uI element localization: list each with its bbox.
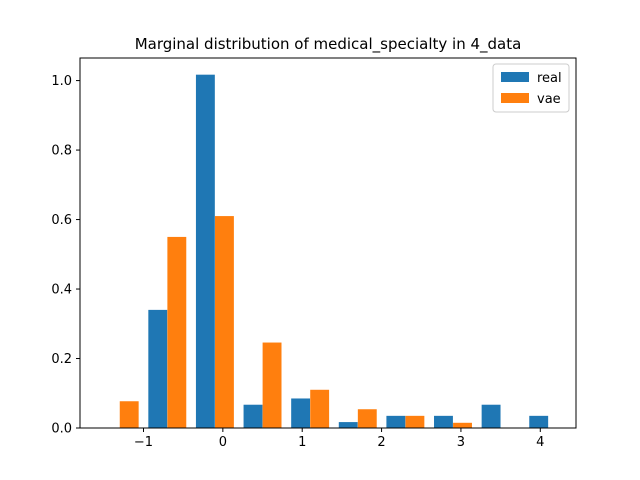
y-tick-label-3: 0.6 xyxy=(51,213,72,228)
legend-swatch-vae xyxy=(501,93,529,103)
y-tick-label-0: 0.0 xyxy=(51,422,72,437)
bar-vae-1 xyxy=(167,236,187,428)
bar-vae-3 xyxy=(262,342,282,428)
bar-real-9 xyxy=(529,415,549,428)
legend-swatch-real xyxy=(501,72,529,82)
bar-vae-7 xyxy=(453,422,472,428)
bar-real-7 xyxy=(434,415,453,428)
x-tick-label-3: 2 xyxy=(377,435,385,450)
bar-real-8 xyxy=(481,404,501,428)
y-axis: 0.0 0.2 0.4 0.6 0.8 1.0 xyxy=(51,74,80,437)
legend-label-real: real xyxy=(537,71,562,86)
bars-group xyxy=(119,74,549,429)
bar-vae-0 xyxy=(119,401,139,428)
x-axis: −1 0 1 2 3 4 xyxy=(134,428,544,450)
bar-vae-5 xyxy=(357,409,377,428)
bar-vae-6 xyxy=(405,415,425,428)
bar-vae-2 xyxy=(214,216,234,428)
bar-vae-4 xyxy=(310,389,330,428)
legend: real vae xyxy=(492,63,570,113)
y-tick-label-4: 0.8 xyxy=(51,144,72,159)
x-tick-label-2: 1 xyxy=(298,435,306,450)
chart-title: Marginal distribution of medical_special… xyxy=(135,35,522,54)
y-tick-label-5: 1.0 xyxy=(51,74,72,89)
x-tick-label-5: 4 xyxy=(536,435,544,450)
x-tick-label-1: 0 xyxy=(219,435,227,450)
x-tick-label-4: 3 xyxy=(457,435,465,450)
y-tick-label-1: 0.2 xyxy=(51,352,72,367)
bar-real-5 xyxy=(338,422,358,428)
plot-frame xyxy=(79,57,577,429)
bar-real-6 xyxy=(386,415,406,428)
bar-real-4 xyxy=(291,398,311,428)
bar-real-2 xyxy=(195,74,215,429)
x-tick-label-0: −1 xyxy=(134,435,153,450)
legend-label-vae: vae xyxy=(537,92,561,107)
bar-real-1 xyxy=(148,309,168,428)
bar-real-3 xyxy=(243,404,263,428)
y-tick-label-2: 0.4 xyxy=(51,283,72,298)
